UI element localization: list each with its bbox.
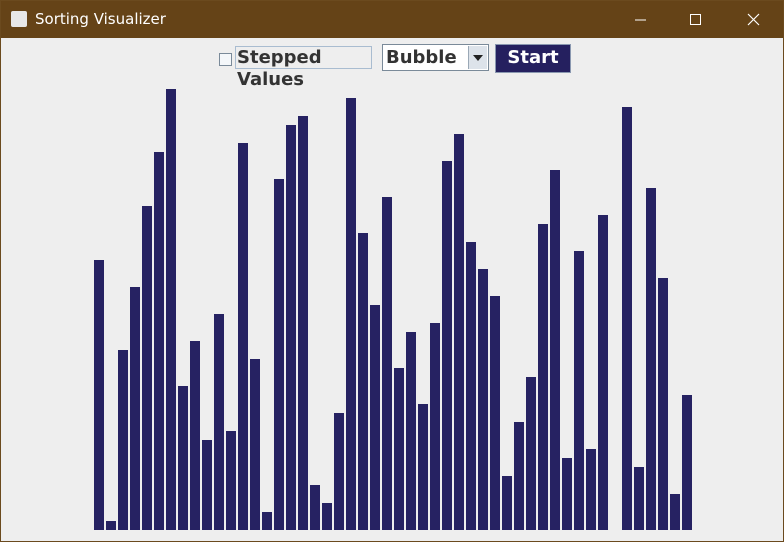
bar [562, 458, 572, 530]
bar [490, 296, 500, 530]
bar [634, 467, 644, 530]
bar [526, 377, 536, 530]
bar [142, 206, 152, 530]
bar [166, 89, 176, 530]
bar [334, 413, 344, 530]
bar [466, 242, 476, 530]
toolbar: Stepped Values Bubble Start [1, 38, 783, 90]
bar [598, 215, 608, 530]
bar [106, 521, 116, 530]
maximize-button[interactable] [672, 1, 718, 38]
bar [538, 224, 548, 530]
bar [310, 485, 320, 530]
bar [250, 359, 260, 530]
bar [418, 404, 428, 530]
bar [370, 305, 380, 530]
bar [130, 287, 140, 530]
bar [550, 170, 560, 530]
bar [682, 395, 692, 530]
bar [286, 125, 296, 530]
bar [346, 98, 356, 530]
bar [202, 440, 212, 530]
bar [454, 134, 464, 530]
app-icon [11, 11, 27, 27]
bar [322, 503, 332, 530]
bar [94, 260, 104, 530]
bar [658, 278, 668, 530]
bar [238, 143, 248, 530]
start-button[interactable]: Start [495, 44, 571, 73]
bar [514, 422, 524, 530]
checkbox-label[interactable]: Stepped Values [235, 46, 372, 90]
bar [430, 323, 440, 530]
checkbox[interactable] [219, 53, 232, 66]
bar [502, 476, 512, 530]
bar [274, 179, 284, 530]
window-title: Sorting Visualizer [35, 10, 166, 28]
bar [154, 152, 164, 530]
bar [406, 332, 416, 530]
bar [574, 251, 584, 530]
close-button[interactable] [730, 1, 776, 38]
bar [190, 341, 200, 530]
algorithm-dropdown[interactable]: Bubble [382, 44, 489, 71]
minimize-button[interactable] [617, 1, 663, 38]
dropdown-value: Bubble [386, 47, 457, 68]
bar [586, 449, 596, 530]
bar [382, 197, 392, 530]
dropdown-arrow[interactable] [468, 46, 487, 69]
bar [394, 368, 404, 530]
bar [214, 314, 224, 530]
bar [442, 161, 452, 530]
bar [118, 350, 128, 530]
bar [478, 269, 488, 530]
bar [622, 107, 632, 530]
title-bar: Sorting Visualizer [1, 1, 783, 38]
bar [226, 431, 236, 530]
bar [298, 116, 308, 530]
bar [670, 494, 680, 530]
bar [262, 512, 272, 530]
bar [358, 233, 368, 530]
bar [178, 386, 188, 530]
bar [646, 188, 656, 530]
